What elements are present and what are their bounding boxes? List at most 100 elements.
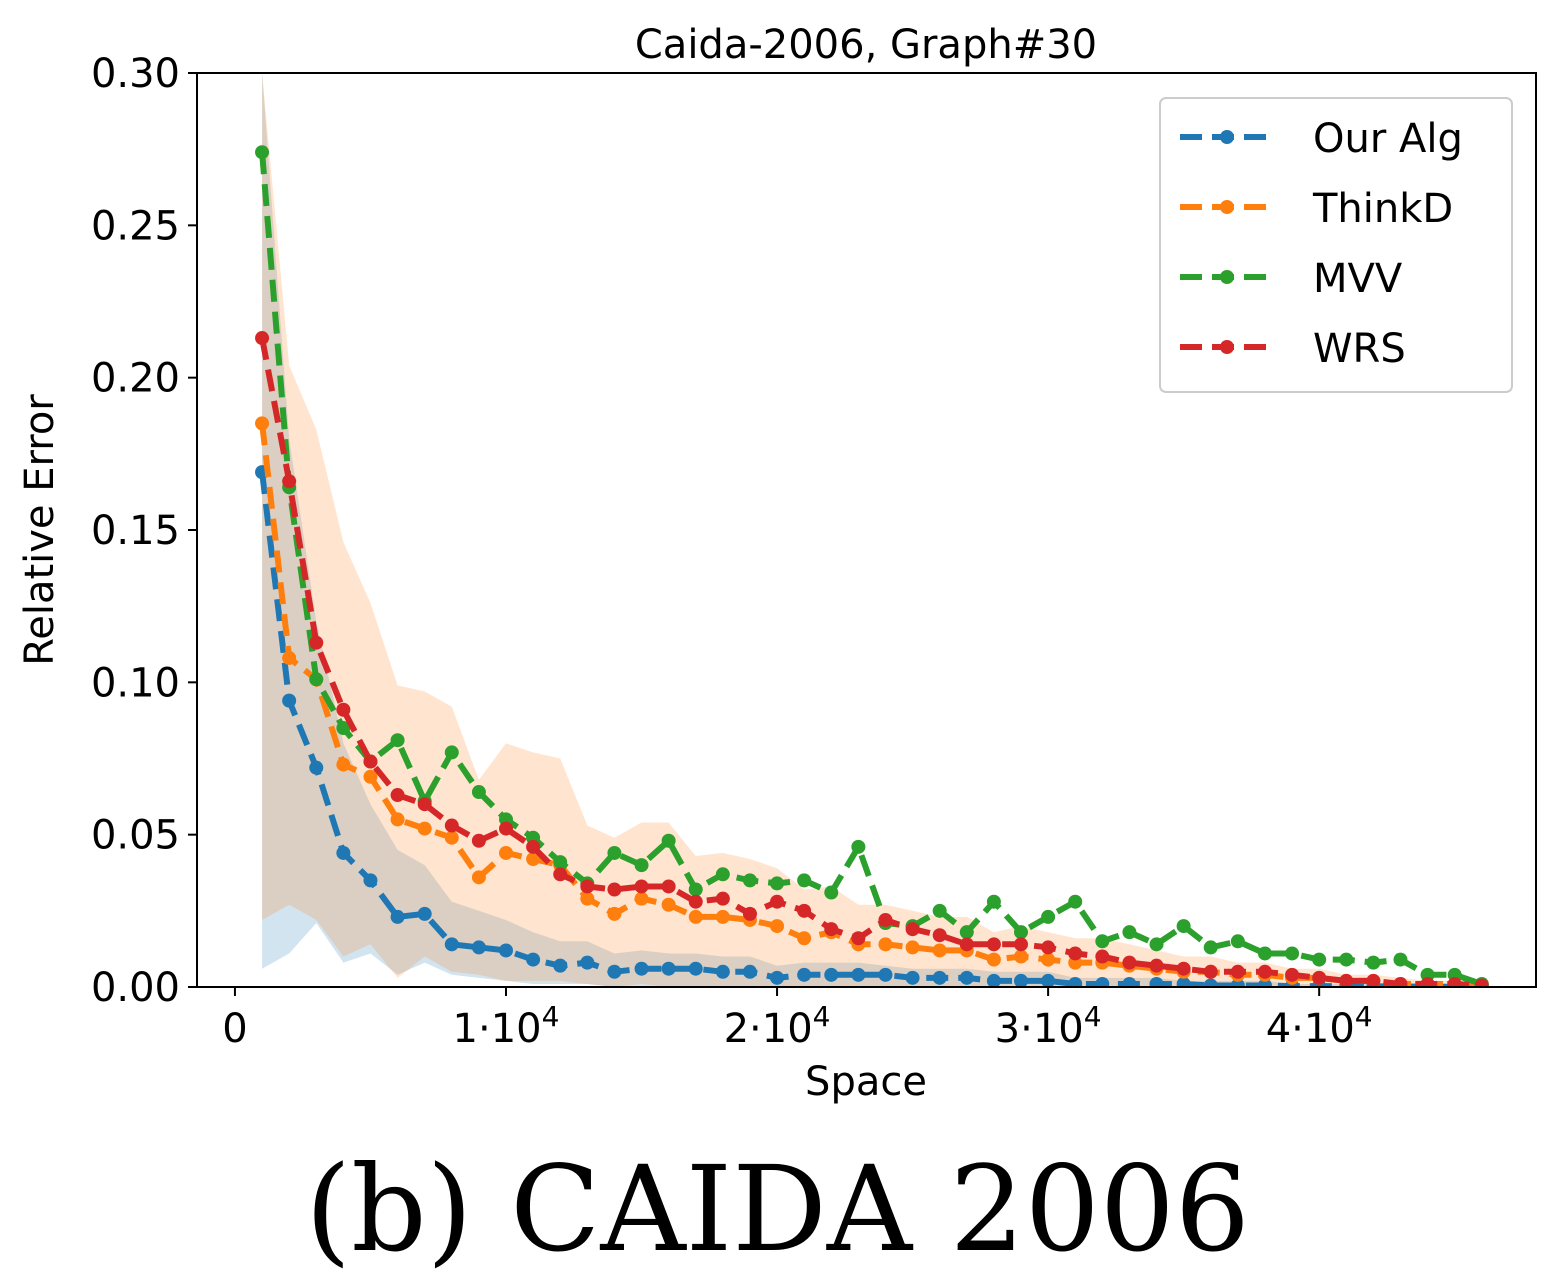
- legend-label-our-alg: Our Alg: [1313, 116, 1463, 162]
- point-thinkd: [580, 891, 595, 906]
- legend-marker-wrs: [1220, 340, 1234, 354]
- point-our-alg: [417, 906, 432, 921]
- point-wrs: [1041, 940, 1056, 955]
- point-our-alg: [444, 937, 459, 952]
- point-mvv: [1014, 925, 1028, 940]
- point-wrs: [986, 937, 1001, 952]
- point-our-alg: [1041, 973, 1056, 987]
- point-wrs: [1176, 961, 1191, 976]
- point-wrs: [1447, 976, 1462, 987]
- point-mvv: [553, 855, 568, 870]
- point-thinkd: [526, 852, 541, 867]
- point-wrs: [1420, 976, 1435, 987]
- point-wrs: [471, 833, 486, 848]
- y-tick-label: 0.25: [91, 203, 180, 249]
- point-thinkd: [282, 650, 297, 665]
- point-our-alg: [878, 967, 893, 982]
- legend-label-mvv: MVV: [1313, 256, 1403, 302]
- chart-title: Caida-2006, Graph#30: [635, 22, 1097, 68]
- point-our-alg: [905, 970, 920, 985]
- point-thinkd: [336, 757, 351, 772]
- point-wrs: [1122, 955, 1137, 970]
- point-wrs: [905, 922, 920, 937]
- y-tick-label: 0.10: [91, 660, 180, 706]
- point-our-alg: [634, 961, 649, 976]
- point-thinkd: [444, 830, 459, 845]
- point-thinkd: [661, 897, 676, 912]
- point-wrs: [1014, 937, 1028, 952]
- point-mvv: [607, 845, 622, 860]
- point-wrs: [282, 474, 297, 489]
- point-wrs: [1149, 958, 1164, 973]
- point-our-alg: [1122, 976, 1137, 987]
- y-tick-label: 0.15: [91, 508, 180, 554]
- point-wrs: [797, 903, 812, 918]
- point-mvv: [824, 885, 839, 900]
- point-mvv: [390, 733, 405, 748]
- point-mvv: [634, 858, 649, 873]
- point-wrs: [878, 912, 893, 927]
- point-wrs: [688, 894, 703, 909]
- point-mvv: [1230, 934, 1245, 949]
- point-wrs: [309, 635, 324, 650]
- point-wrs: [255, 331, 270, 346]
- point-thinkd: [986, 952, 1001, 967]
- point-our-alg: [770, 970, 785, 985]
- point-thinkd: [634, 891, 649, 906]
- point-mvv: [1068, 894, 1083, 909]
- point-our-alg: [797, 967, 812, 982]
- x-tick-label: 1·104: [453, 1000, 560, 1052]
- point-our-alg: [1149, 976, 1164, 987]
- point-our-alg: [363, 873, 378, 888]
- point-mvv: [1257, 946, 1272, 961]
- point-our-alg: [1068, 976, 1083, 987]
- point-our-alg: [932, 970, 947, 985]
- point-thinkd: [607, 906, 622, 921]
- point-thinkd: [715, 909, 730, 924]
- point-our-alg: [471, 940, 486, 955]
- legend-marker-our-alg: [1220, 130, 1234, 144]
- point-mvv: [309, 672, 324, 687]
- point-wrs: [1312, 970, 1327, 985]
- point-wrs: [715, 891, 730, 906]
- point-our-alg: [1095, 976, 1110, 987]
- point-thinkd: [878, 937, 893, 952]
- point-thinkd: [255, 416, 270, 431]
- point-mvv: [1095, 934, 1110, 949]
- point-wrs: [1393, 976, 1408, 987]
- point-wrs: [932, 928, 947, 943]
- point-our-alg: [553, 958, 568, 973]
- point-our-alg: [1176, 976, 1191, 987]
- point-our-alg: [742, 964, 757, 979]
- point-wrs: [553, 867, 568, 882]
- point-thinkd: [932, 943, 947, 958]
- point-thinkd: [770, 919, 785, 934]
- point-wrs: [390, 788, 405, 803]
- point-mvv: [715, 867, 730, 882]
- point-wrs: [499, 821, 513, 836]
- point-mvv: [1176, 919, 1191, 934]
- point-wrs: [959, 937, 974, 952]
- x-tick-label: 3·104: [995, 1000, 1102, 1052]
- point-wrs: [1339, 973, 1354, 987]
- point-mvv: [255, 145, 270, 160]
- point-wrs: [363, 754, 378, 769]
- legend-box: [1159, 97, 1513, 393]
- point-our-alg: [309, 760, 324, 775]
- point-wrs: [1285, 967, 1300, 982]
- point-wrs: [444, 818, 459, 833]
- point-mvv: [797, 873, 812, 888]
- point-mvv: [471, 785, 486, 800]
- point-wrs: [417, 797, 432, 812]
- point-our-alg: [526, 952, 541, 967]
- legend: Our Alg ThinkD MVV WRS: [1159, 97, 1513, 393]
- legend-marker-thinkd: [1220, 200, 1234, 214]
- point-mvv: [1366, 955, 1381, 970]
- point-our-alg: [607, 964, 622, 979]
- point-mvv: [932, 903, 947, 918]
- point-thinkd: [390, 812, 405, 827]
- point-wrs: [1474, 978, 1489, 987]
- point-wrs: [1068, 946, 1083, 961]
- x-axis-label: Space: [805, 1059, 927, 1105]
- point-mvv: [1312, 952, 1327, 967]
